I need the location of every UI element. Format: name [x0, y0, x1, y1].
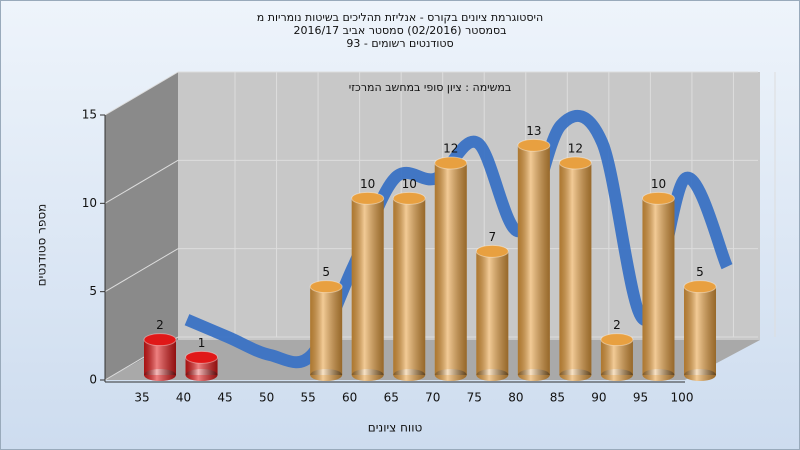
x-tick-label: 55 [301, 391, 316, 405]
bar-shine [642, 198, 675, 375]
bar-top [309, 280, 343, 294]
x-tick-label: 75 [467, 391, 482, 405]
value-label: 5 [696, 265, 704, 279]
bar-shine [517, 145, 550, 375]
bar-top [475, 244, 509, 258]
y-tick-label: 10 [82, 196, 97, 210]
value-label: 10 [402, 177, 417, 191]
bar-top [392, 191, 426, 205]
bar-top [600, 333, 634, 347]
y-axis-label: מספר סטודנטים [35, 204, 49, 287]
bar-shine [559, 163, 592, 375]
bar-top [143, 333, 177, 347]
annotation: במשימה : ציון סופי במחשב המרכזי [349, 81, 512, 94]
value-label: 5 [322, 265, 330, 279]
x-tick-label: 95 [633, 391, 648, 405]
title-line: היסטוגרמת ציונים בקורס - אנליזת תהליכים … [257, 11, 543, 24]
grid-line [104, 159, 179, 204]
value-label: 13 [526, 124, 541, 138]
bar-shine [310, 286, 343, 375]
bar-top [351, 191, 385, 205]
x-tick-label: 80 [508, 391, 523, 405]
value-label: 10 [360, 177, 375, 191]
x-tick-label: 60 [342, 391, 357, 405]
back-wall [178, 72, 760, 340]
bar-top [558, 156, 592, 170]
x-tick-label: 35 [134, 391, 149, 405]
value-label: 7 [488, 230, 496, 244]
title-line: בסמסטר (02/2016) סמסטר אביב 2016/17 [293, 24, 506, 37]
bar-top [641, 191, 675, 205]
bar-shine [476, 251, 509, 375]
left-wall [105, 72, 178, 380]
x-tick-label: 45 [217, 391, 232, 405]
bar-top [517, 138, 551, 152]
x-tick-label: 100 [671, 391, 694, 405]
bar-top [434, 156, 468, 170]
value-label: 1 [198, 336, 206, 350]
x-tick-label: 85 [550, 391, 565, 405]
x-tick-label: 90 [591, 391, 606, 405]
value-label: 2 [156, 318, 164, 332]
value-label: 12 [568, 142, 583, 156]
x-tick-label: 40 [176, 391, 191, 405]
y-tick-label: 0 [89, 373, 97, 387]
bar-shine [393, 198, 426, 375]
bar-shine [684, 286, 716, 375]
bar-top [185, 350, 219, 364]
value-label: 12 [443, 142, 458, 156]
grid-line [104, 71, 179, 116]
y-tick-label: 5 [89, 284, 97, 298]
x-tick-label: 65 [384, 391, 399, 405]
value-label: 10 [651, 177, 666, 191]
x-tick-label: 50 [259, 391, 274, 405]
title-line: סטודנטים רשומים - 93 [346, 37, 453, 50]
x-tick-label: 70 [425, 391, 440, 405]
y-tick-label: 15 [82, 108, 97, 122]
bar-shine [434, 163, 467, 375]
bar-shine [351, 198, 384, 375]
value-label: 2 [613, 318, 621, 332]
x-axis-label: טווח ציונים [368, 421, 423, 435]
grid-line [104, 248, 179, 293]
bar-top [683, 280, 717, 294]
